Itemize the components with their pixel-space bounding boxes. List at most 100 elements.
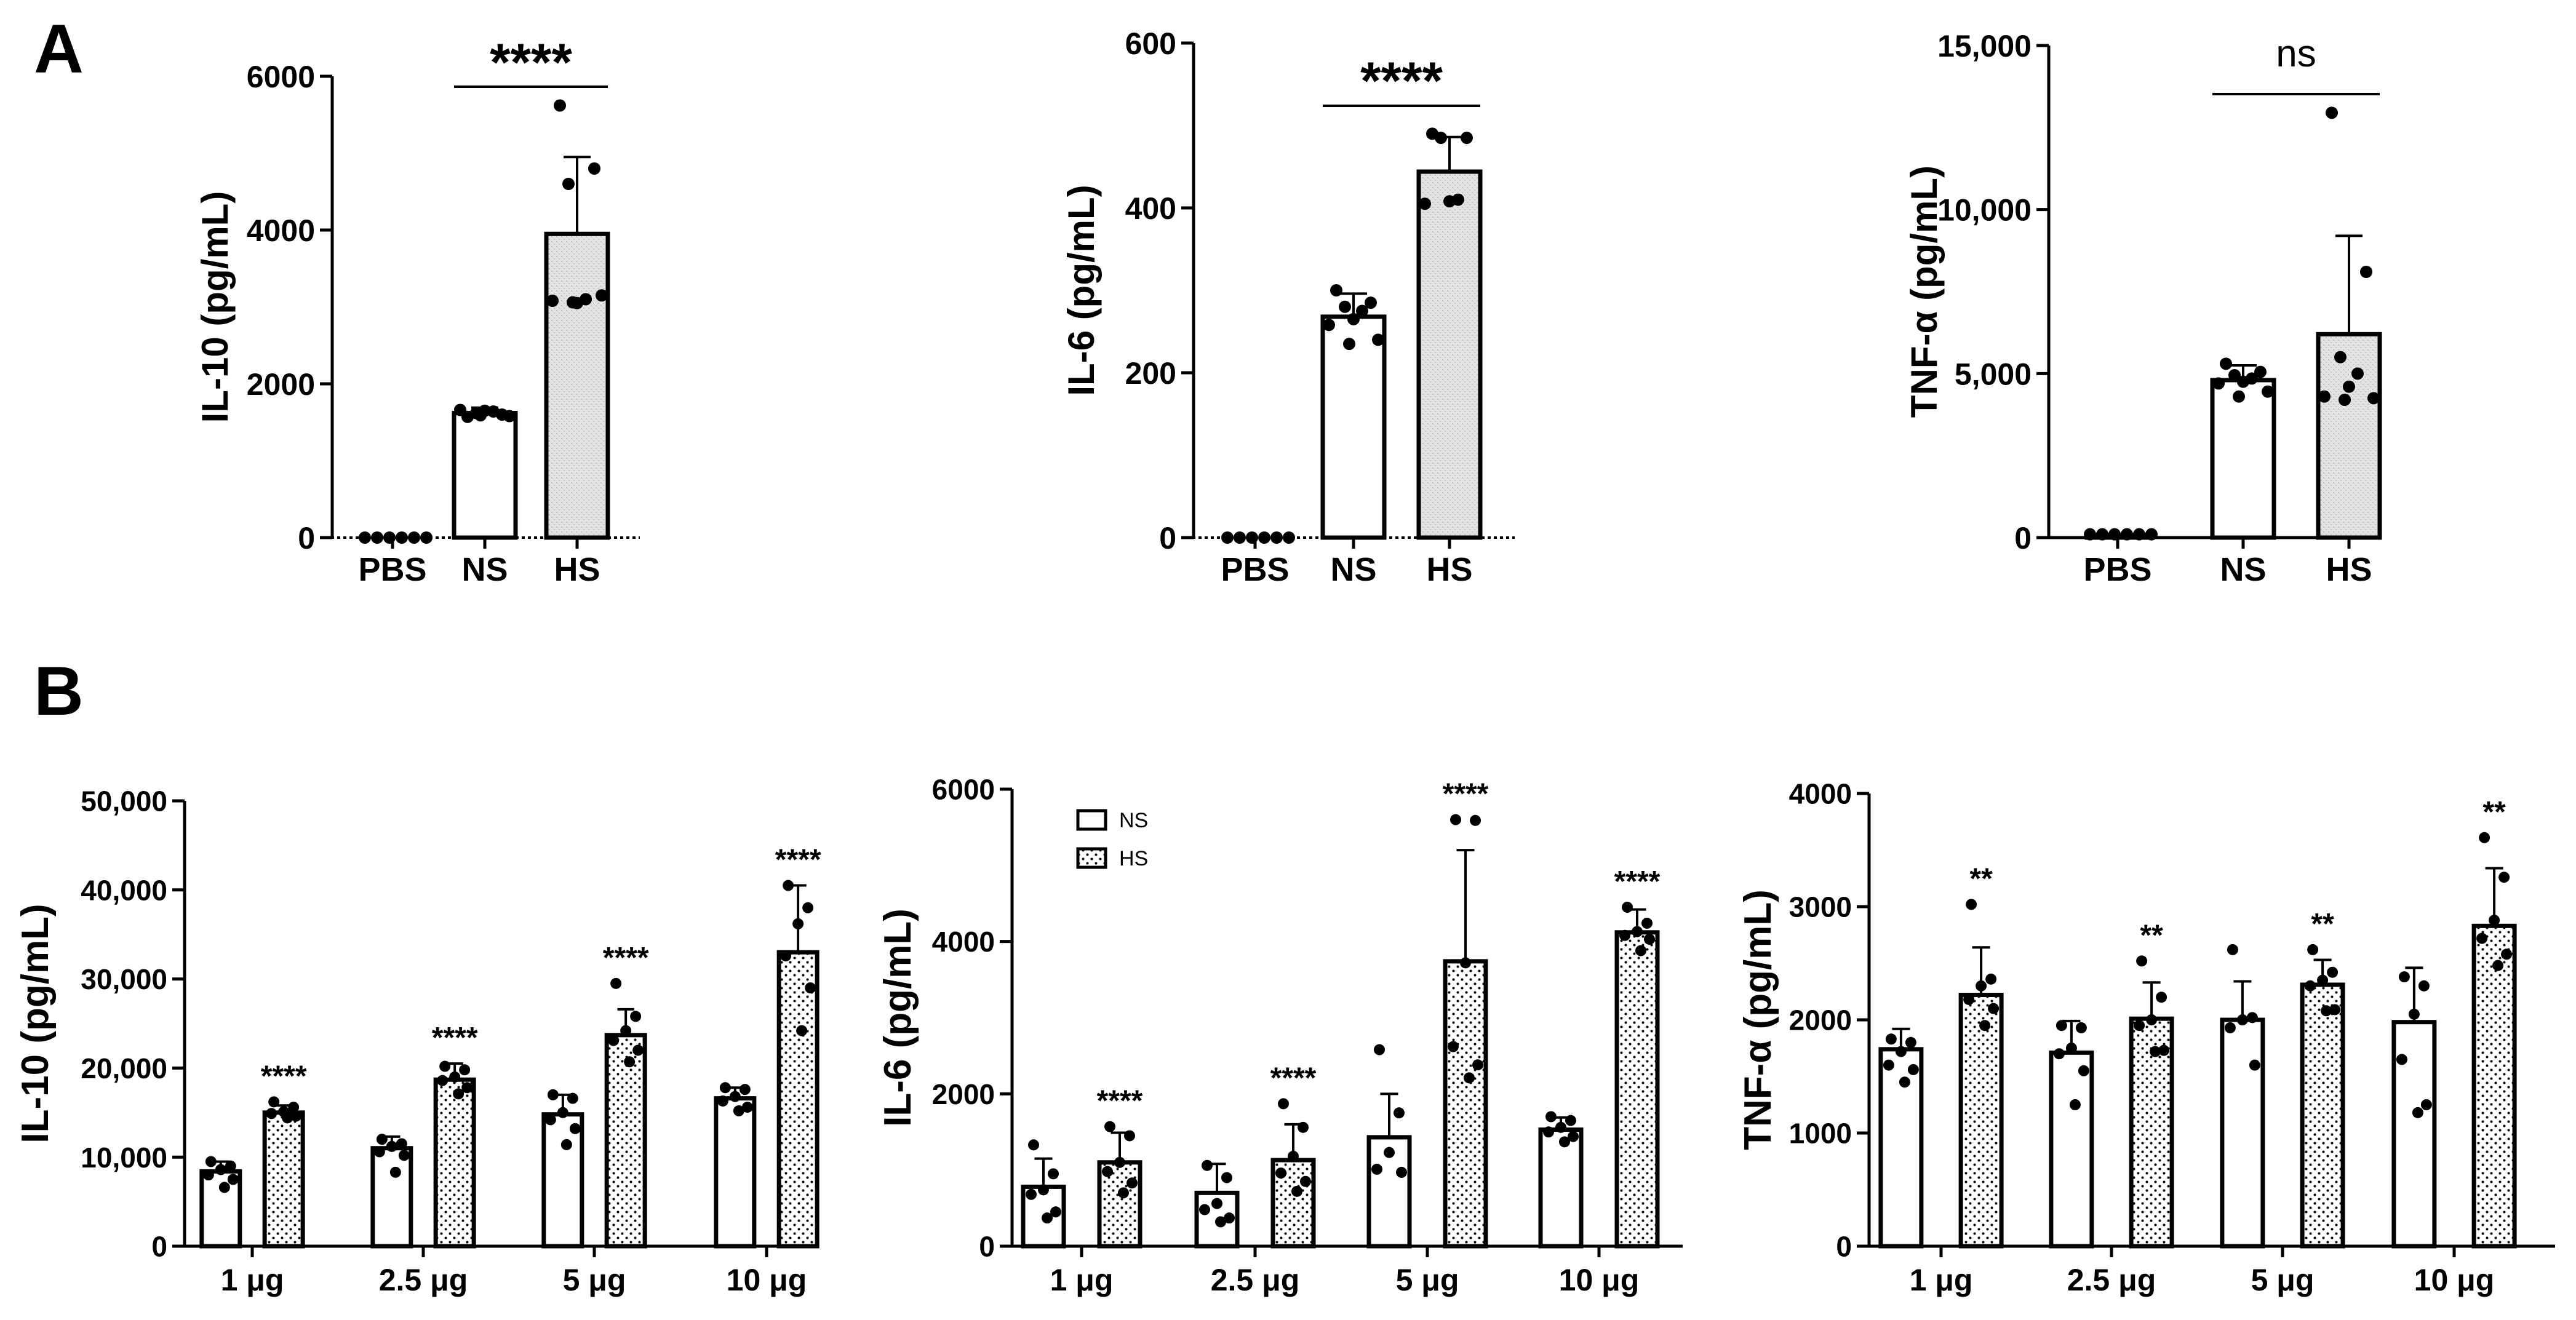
significance-label: ** [2482,796,2506,829]
data-point [792,918,804,929]
data-point [610,977,622,989]
x-tick-label: HS [554,551,600,588]
data-point [383,531,396,544]
data-point [2069,1099,2081,1110]
data-point [1899,1076,1910,1088]
data-point [567,296,579,309]
data-point [1464,1072,1475,1084]
data-point [2146,1014,2158,1025]
data-point [282,1112,293,1124]
y-tick-label: 3000 [1789,891,1852,923]
data-point [1979,1020,1991,1032]
data-point [596,289,608,302]
data-point [1202,1159,1213,1171]
y-tick-label: 0 [2014,521,2032,555]
data-point [420,531,433,544]
data-point [2398,971,2410,983]
significance-label: ns [2276,33,2316,75]
data-point [202,1169,214,1181]
x-tick-label: PBS [1221,551,1289,588]
data-point [2224,1022,2236,1033]
data-point [2158,1044,2170,1056]
data-point [1042,1212,1053,1224]
y-tick-label: 50,000 [81,785,167,817]
data-point [2220,357,2232,370]
data-point [2150,1046,2161,1057]
significance-label: ** [2140,919,2163,952]
data-point [1278,1098,1289,1110]
data-point [2133,528,2145,541]
data-point [2056,1020,2067,1032]
chart-a-il10: 0 2000 4000 6000 IL-10 (pg/mL) PBS NS HS **** [194,33,640,588]
significance-label: **** [1270,1062,1317,1094]
data-point [2254,365,2267,378]
y-tick-label: 400 [1125,191,1176,226]
data-point [2262,385,2274,398]
data-point [373,1146,385,1158]
data-point [1450,814,1461,825]
x-tick-label: NS [2220,551,2266,588]
data-point [376,1134,388,1145]
x-tick-label: 10 μg [1559,1263,1640,1297]
data-point [1448,1041,1459,1052]
data-point [2108,528,2121,541]
bar [544,231,610,540]
bar [433,1077,476,1249]
data-point [1905,1036,1916,1048]
significance-label: ** [2311,908,2334,940]
bar [541,1112,584,1249]
data-point [2479,832,2490,843]
y-tick-label: 2000 [932,1078,995,1110]
data-point [2412,1107,2423,1118]
data-point [2396,1054,2407,1065]
chart-b-il10: 0 10,000 20,000 30,000 40,000 50,000 IL-10 (pg… [14,785,821,1297]
data-point [567,1092,578,1104]
y-tick-label: 0 [1159,521,1176,555]
data-point [1988,1003,2000,1014]
data-point [2236,1014,2248,1025]
y-tick-label: 0 [1836,1231,1852,1263]
data-point [449,1071,461,1083]
legend-label: NS [1119,809,1148,832]
data-point [1048,1168,1059,1180]
data-point [205,1156,217,1167]
data-point [2134,1020,2145,1032]
data-point [1985,973,1997,985]
data-point [1460,957,1471,969]
bar [2316,332,2382,540]
data-point [2212,377,2225,390]
data-point [359,531,371,544]
x-tick-label: PBS [2083,551,2151,588]
data-point [1568,1131,1579,1142]
y-tick-label: 40,000 [81,874,167,906]
data-point [2305,980,2316,992]
data-point [1102,1166,1113,1177]
y-tick-label: 20,000 [81,1052,167,1084]
legend-label: HS [1119,847,1148,870]
data-point [461,1082,473,1094]
data-point [1104,1121,1115,1132]
y-axis-title: IL-10 (pg/mL) [14,904,57,1143]
data-point [1127,1177,1138,1189]
y-tick-label: 4000 [932,926,995,958]
data-point [2334,351,2347,364]
bar [2210,378,2276,540]
data-point [1635,945,1646,956]
data-point [1300,1175,1311,1187]
data-point [1298,1121,1309,1133]
x-tick-label: PBS [358,551,426,588]
data-point [624,1056,636,1068]
y-tick-label: 15,000 [1937,29,2032,63]
data-point [1221,1172,1232,1183]
data-point [2237,375,2249,388]
bar [604,1033,647,1249]
bar [1538,1127,1584,1249]
data-point [560,1139,572,1150]
data-point [408,531,420,544]
x-tick-label: 2.5 μg [1211,1263,1300,1297]
significance-label: **** [490,33,572,92]
y-tick-label: 30,000 [81,963,167,995]
data-point [474,409,487,422]
data-point [2492,960,2504,971]
data-point [1372,333,1384,346]
